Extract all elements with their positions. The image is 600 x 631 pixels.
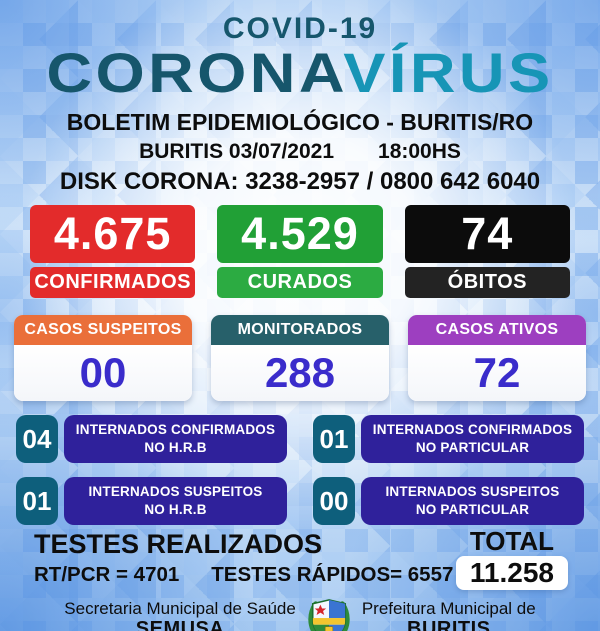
card-header: MONITORADOS [211,315,389,345]
hosp-label-line1: INTERNADOS CONFIRMADOS [75,422,276,438]
card-casos-suspeitos: CASOS SUSPEITOS 00 [14,315,192,401]
hosp-label-line1: INTERNADOS CONFIRMADOS [372,422,573,438]
tests-values-row: RT/PCR = 4701 TESTES RÁPIDOS= 6557 [34,562,453,587]
hosp-label-line1: INTERNADOS SUSPEITOS [88,484,263,500]
hotline: DISK CORONA: 3238-2957 / 0800 642 6040 [59,168,541,195]
stat-label: ÓBITOS [404,267,570,298]
hosp-suspeitos-hrb: 01 INTERNADOS SUSPEITOS NO H.R.B [16,477,287,525]
hosp-count-badge: 04 [16,415,58,463]
card-header: CASOS SUSPEITOS [14,315,192,345]
hosp-suspeitos-particular: 00 INTERNADOS SUSPEITOS NO PARTICULAR [313,477,584,525]
title-primary: CORONA [46,41,344,104]
card-value: 72 [408,345,586,401]
header: COVID-19 CORONAVÍRUS BOLETIM EPIDEMIOLÓG… [0,12,600,196]
hosp-label-pill: INTERNADOS SUSPEITOS NO PARTICULAR [361,477,584,525]
card-monitorados: MONITORADOS 288 [211,315,389,401]
hosp-label-pill: INTERNADOS CONFIRMADOS NO H.R.B [64,415,287,463]
card-value: 00 [14,345,192,401]
health-dept-name: Secretaria Municipal de Saúde [64,598,296,618]
stat-label: CURADOS [217,267,383,298]
bulletin-subtitle: BOLETIM EPIDEMIOLÓGICO - BURITIS/RO [66,109,534,135]
card-header: CASOS ATIVOS [408,315,586,345]
place-date: BURITIS 03/07/2021 [139,140,335,163]
stat-value: 74 [404,205,570,263]
stat-label: CONFIRMADOS [30,267,196,298]
hosp-label-line2: NO PARTICULAR [415,440,530,455]
tests-total: TOTAL 11.258 [455,526,568,590]
stat-confirmados: 4.675 CONFIRMADOS [30,205,196,298]
hosp-label-pill: INTERNADOS SUSPEITOS NO H.R.B [64,477,287,525]
hosp-count-badge: 01 [16,477,58,525]
hosp-count-badge: 00 [313,477,355,525]
buritis-coat-of-arms-icon [308,599,350,631]
hosp-confirmados-particular: 01 INTERNADOS CONFIRMADOS NO PARTICULAR [313,415,584,463]
city-hall-block: Prefeitura Municipal de BURITIS [362,599,536,631]
hosp-confirmados-hrb: 04 INTERNADOS CONFIRMADOS NO H.R.B [16,415,287,463]
date-time-line: BURITIS 03/07/2021 18:00HS [0,139,600,164]
summary-stats-row: 4.675 CONFIRMADOS 4.529 CURADOS 74 ÓBITO… [30,205,570,298]
hosp-label-line2: NO H.R.B [144,440,207,455]
tests-breakdown: TESTES REALIZADOS RT/PCR = 4701 TESTES R… [34,529,453,587]
stat-value: 4.675 [30,205,196,263]
hosp-label-line2: NO H.R.B [144,502,207,517]
hosp-label-pill: INTERNADOS CONFIRMADOS NO PARTICULAR [361,415,584,463]
rtpcr-value: RT/PCR = 4701 [34,563,180,586]
time: 18:00HS [378,140,461,163]
hosp-label-line1: INTERNADOS SUSPEITOS [385,484,560,500]
health-dept-block: Secretaria Municipal de Saúde SEMUSA [64,599,296,631]
city-name: BURITIS [407,617,491,631]
hosp-count-badge: 01 [313,415,355,463]
tests-section: TESTES REALIZADOS RT/PCR = 4701 TESTES R… [34,526,568,590]
card-value: 288 [211,345,389,401]
stat-curados: 4.529 CURADOS [217,205,383,298]
tests-title: TESTES REALIZADOS [34,529,323,559]
stat-value: 4.529 [217,205,383,263]
rapid-tests-value: TESTES RÁPIDOS= 6557 [211,563,454,586]
card-casos-ativos: CASOS ATIVOS 72 [408,315,586,401]
case-cards-row: CASOS SUSPEITOS 00 MONITORADOS 288 CASOS… [14,315,586,401]
covid-19-label: COVID-19 [222,12,378,45]
title-accent: VÍRUS [343,41,554,104]
stat-obitos: 74 ÓBITOS [404,205,570,298]
total-value: 11.258 [455,556,568,590]
health-dept-acronym: SEMUSA [135,617,225,631]
footer: Secretaria Municipal de Saúde SEMUSA Pre… [0,597,600,631]
hospitalized-grid: 04 INTERNADOS CONFIRMADOS NO H.R.B 01 IN… [16,415,584,525]
total-label: TOTAL [469,526,555,556]
coronavirus-title: CORONAVÍRUS [0,45,600,101]
city-hall-name: Prefeitura Municipal de [361,598,536,618]
hosp-label-line2: NO PARTICULAR [415,502,530,517]
